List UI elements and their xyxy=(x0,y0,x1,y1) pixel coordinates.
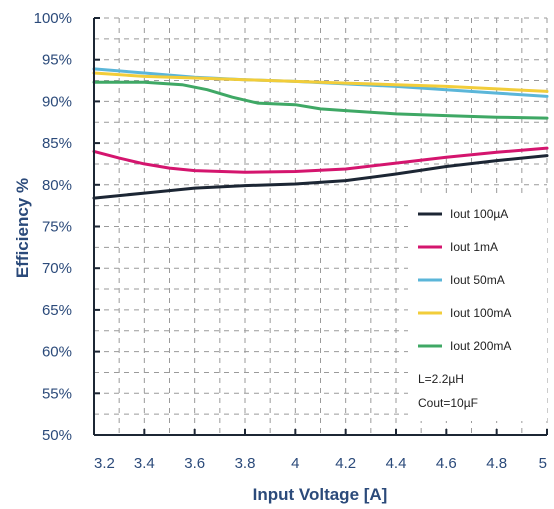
note-text: L=2.2µH xyxy=(418,372,464,386)
y-tick-label: 60% xyxy=(42,344,72,361)
legend-background xyxy=(408,196,547,421)
legend-box xyxy=(408,196,547,421)
series-line-5 xyxy=(92,80,549,120)
y-axis-title: Efficiency % xyxy=(13,178,32,278)
note-text: Cout=10µF xyxy=(418,396,478,410)
y-tick-label: 100% xyxy=(34,10,72,27)
x-tick-label: 4.2 xyxy=(335,455,356,472)
x-tick-label: 4.8 xyxy=(486,455,507,472)
series-lines xyxy=(92,67,549,200)
legend-label: Iout 1mA xyxy=(450,240,498,254)
y-tick-label: 80% xyxy=(42,177,72,194)
x-tick-label: 3.6 xyxy=(184,455,205,472)
x-tick-label: 3.8 xyxy=(235,455,256,472)
legend-label: Iout 100mA xyxy=(450,306,511,320)
legend: Iout 100µA Iout 1mA Iout 50mA Iout 100mA Iou… xyxy=(418,207,511,353)
series-line-1 xyxy=(92,154,549,200)
x-tick-label: 5 xyxy=(539,455,547,472)
x-tick-label: 4.4 xyxy=(386,455,407,472)
legend-label: Iout 50mA xyxy=(450,273,505,287)
y-tick-label: 55% xyxy=(42,385,72,402)
series-line-4 xyxy=(92,71,549,93)
y-tick-label: 50% xyxy=(42,427,72,444)
y-tick-label: 65% xyxy=(42,302,72,319)
x-tick-label: 4.6 xyxy=(436,455,457,472)
y-tick-label: 90% xyxy=(42,93,72,110)
series-line-2 xyxy=(92,146,549,174)
y-tick-label: 70% xyxy=(42,260,72,277)
y-tick-label: 75% xyxy=(42,219,72,236)
x-tick-label: 4 xyxy=(291,455,299,472)
component-notes: L=2.2µH Cout=10µF xyxy=(418,372,478,410)
tick-labels: 3.2 3.4 3.6 3.8 4 4.2 4.4 4.6 4.8 5 50% 55% 60% 65% 70… xyxy=(34,10,547,472)
y-tick-label: 95% xyxy=(42,52,72,69)
y-tick-label: 85% xyxy=(42,135,72,152)
x-tick-label: 3.4 xyxy=(134,455,155,472)
x-tick-label: 3.2 xyxy=(94,455,115,472)
plot-frame xyxy=(93,17,548,436)
legend-label: Iout 100µA xyxy=(450,207,508,221)
x-axis-title: Input Voltage [A] xyxy=(253,485,388,504)
legend-label: Iout 200mA xyxy=(450,339,511,353)
